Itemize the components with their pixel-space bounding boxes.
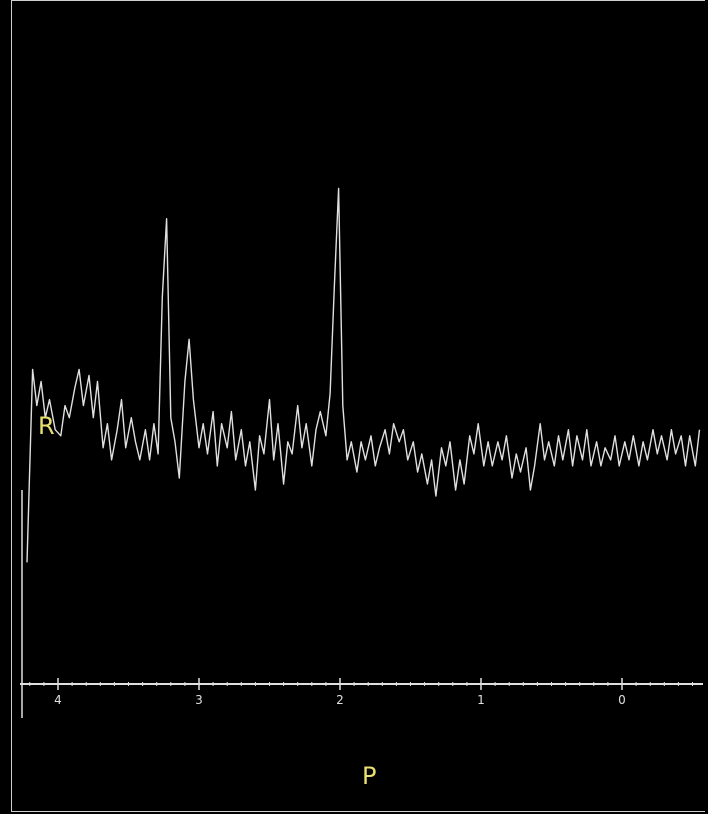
x-axis: 4 3 2 1 0 (20, 490, 703, 718)
x-tick-label: 1 (477, 693, 485, 707)
series-label: R (38, 412, 55, 440)
x-tick-label: 2 (336, 693, 344, 707)
series-line (26, 187, 701, 563)
x-tick-label: 3 (195, 693, 203, 707)
x-tick-label: 0 (618, 693, 626, 707)
x-tick-label: 4 (54, 693, 62, 707)
axis-label: P (362, 762, 377, 790)
plot-frame (11, 0, 705, 812)
series-layer (26, 187, 701, 563)
